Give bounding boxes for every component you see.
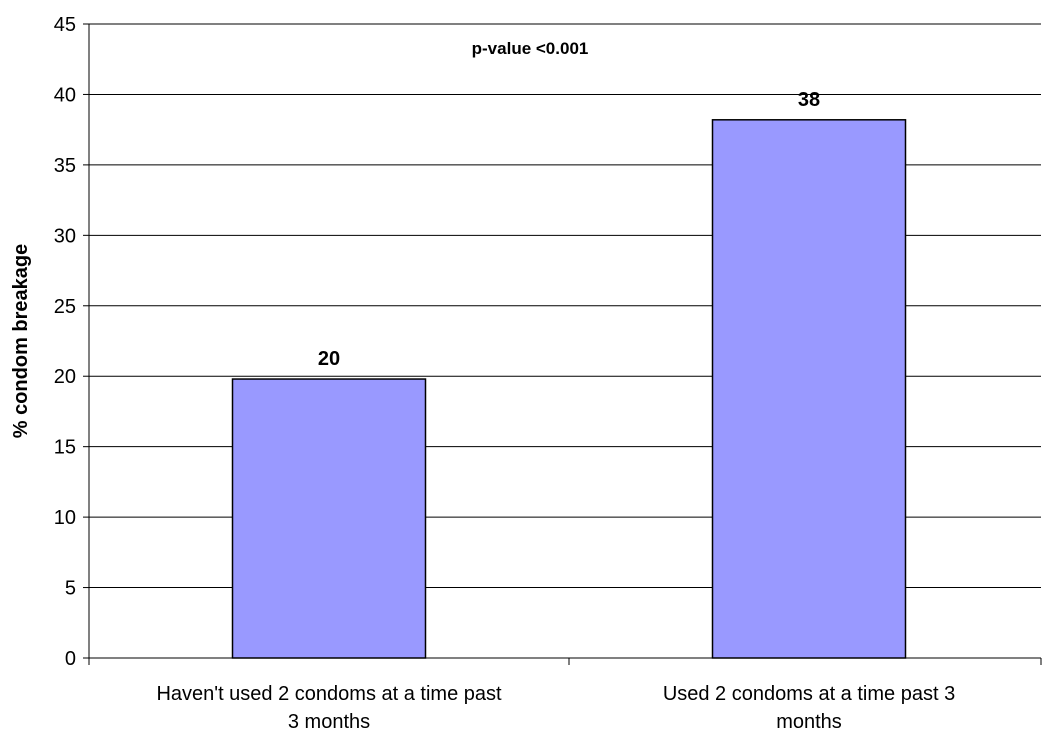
y-tick-label-30: 30: [54, 225, 76, 247]
y-tick-label-20: 20: [54, 366, 76, 388]
y-tick-label-10: 10: [54, 507, 76, 529]
y-tick-label-15: 15: [54, 437, 76, 459]
data-label-1: 20: [318, 348, 340, 370]
y-tick-label-45: 45: [54, 14, 76, 36]
labels: p-value <0.001 % condom breakage 0 5 10 15 2…: [10, 14, 955, 733]
y-tick-label-0: 0: [65, 648, 76, 670]
y-axis-title: % condom breakage: [10, 244, 32, 439]
x-category-label-2-line-1: Used 2 condoms at a time past 3: [663, 683, 955, 705]
bar-2: [711, 119, 907, 659]
y-tick-label-25: 25: [54, 296, 76, 318]
y-tick-label-35: 35: [54, 155, 76, 177]
x-category-label-1-line-2: 3 months: [288, 711, 370, 733]
bars: [231, 119, 907, 659]
p-value-annotation: p-value <0.001: [472, 39, 589, 58]
x-category-label-1-line-1: Haven't used 2 condoms at a time past: [156, 683, 502, 705]
y-tick-label-40: 40: [54, 84, 76, 106]
y-tick-label-5: 5: [65, 578, 76, 600]
bar-1: [231, 378, 427, 659]
data-label-2: 38: [798, 89, 820, 111]
axes: [83, 23, 1042, 665]
x-category-label-2-line-2: months: [776, 711, 842, 733]
